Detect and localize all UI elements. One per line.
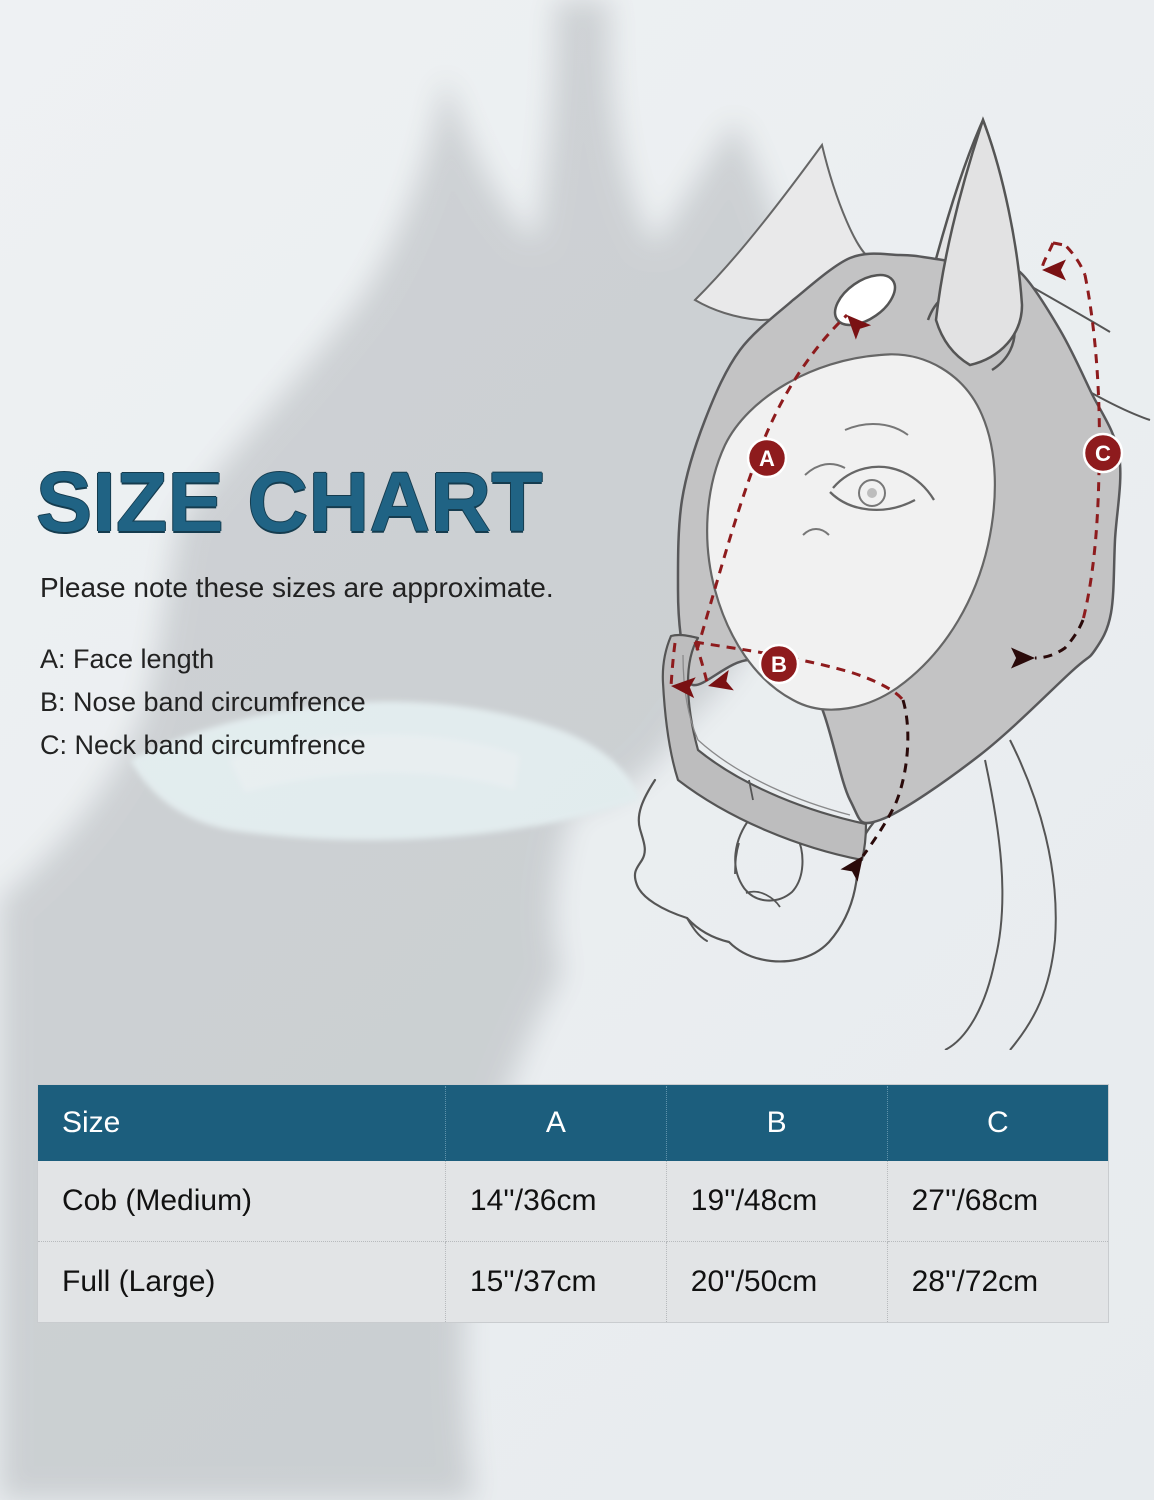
svg-text:B: B xyxy=(771,652,787,677)
svg-text:A: A xyxy=(759,446,775,471)
svg-text:C: C xyxy=(1095,441,1111,466)
